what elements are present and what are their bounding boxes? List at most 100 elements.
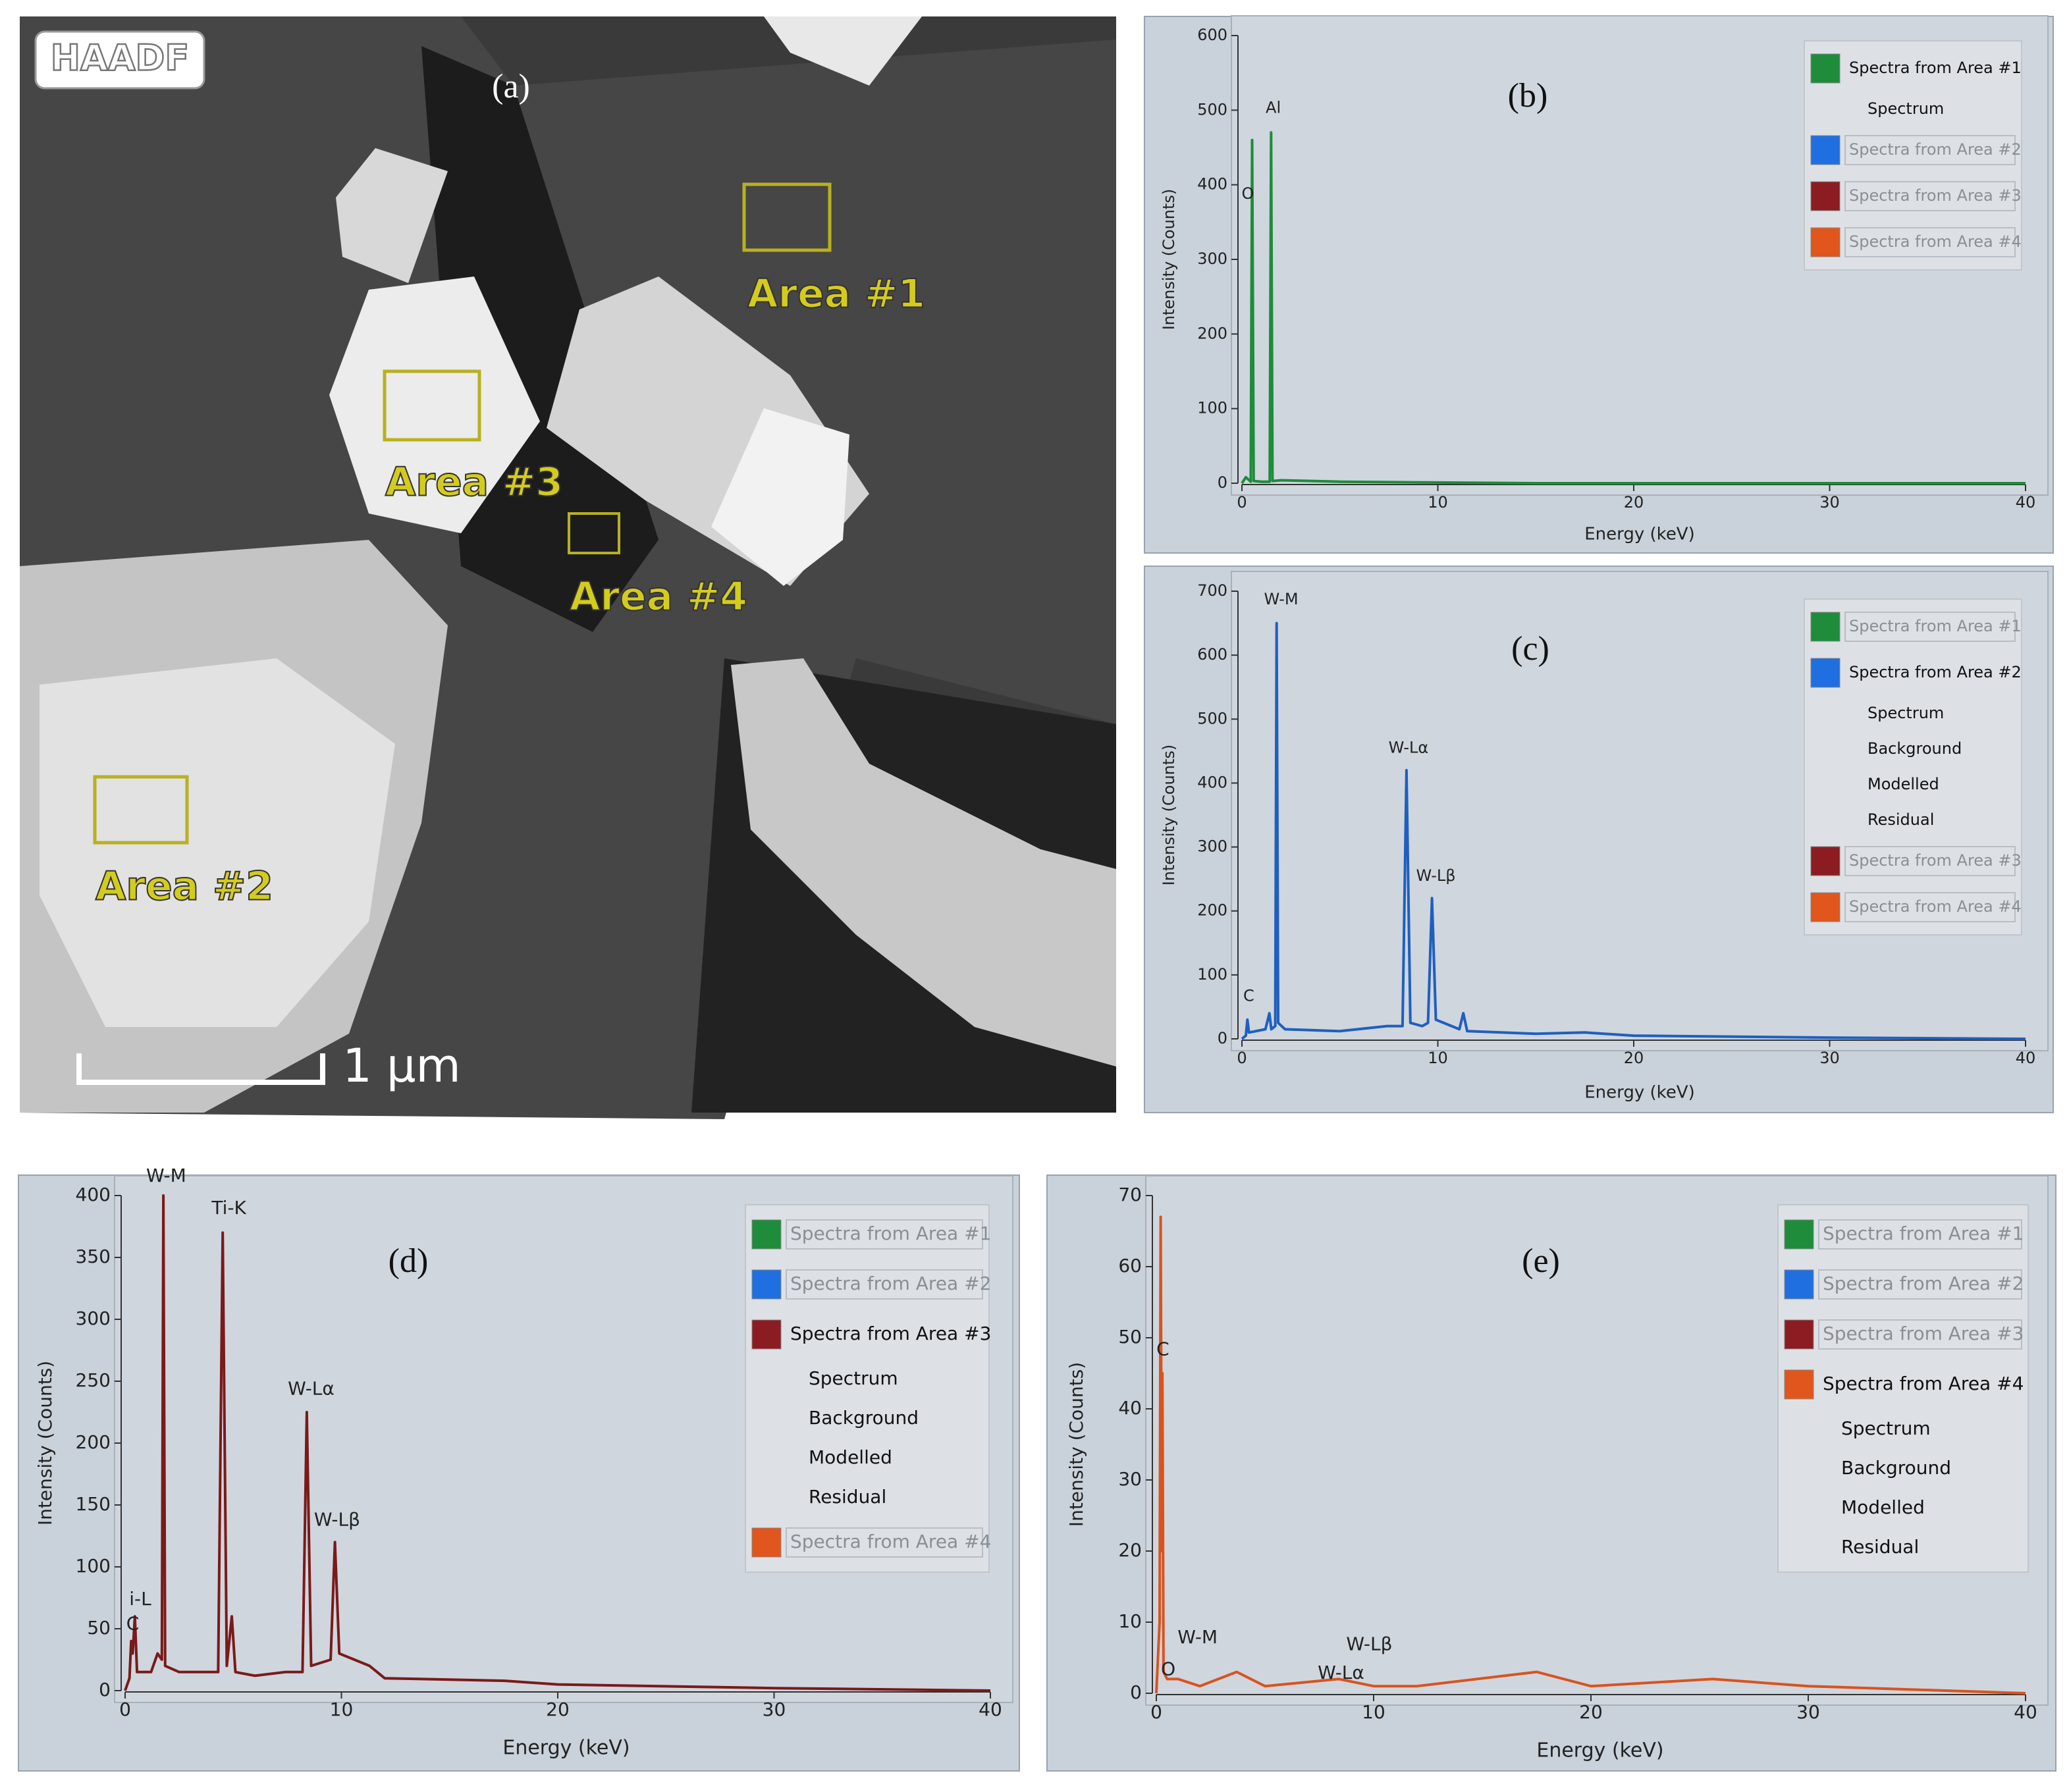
- y-tick-label: 0: [99, 1679, 111, 1700]
- panel-label: (e): [1522, 1242, 1560, 1280]
- y-tick-label: 150: [76, 1493, 111, 1515]
- legend-item-frame: [1818, 1319, 2022, 1350]
- peak-label: W-Lβ: [314, 1509, 360, 1531]
- peak-label: C: [1243, 986, 1254, 1005]
- y-tick-label: 600: [1197, 645, 1227, 664]
- area-label: Area #3: [385, 460, 563, 506]
- legend-sub-label: Modelled: [1841, 1496, 1925, 1518]
- x-tick-label: 40: [2016, 1049, 2036, 1067]
- y-tick-label: 400: [76, 1184, 111, 1205]
- legend-item-frame: [786, 1527, 983, 1558]
- y-tick-label: 700: [1197, 581, 1227, 600]
- y-tick-label: 300: [1197, 837, 1227, 856]
- legend-sub-label: Residual: [1867, 810, 1934, 829]
- peak-label: W-Lβ: [1346, 1633, 1392, 1655]
- y-tick-label: 400: [1197, 175, 1227, 194]
- legend-swatch: [751, 1219, 782, 1250]
- legend-swatch: [751, 1269, 782, 1300]
- y-tick-label: 0: [1130, 1681, 1142, 1703]
- legend-label: Spectra from Area #3: [1823, 1323, 2024, 1344]
- y-axis-label: Intensity (Counts): [1065, 1362, 1087, 1527]
- peak-label: W-Lα: [1318, 1662, 1364, 1683]
- legend-swatch: [1810, 227, 1841, 257]
- x-tick-label: 30: [1819, 493, 1840, 512]
- legend-label: Spectra from Area #1: [1823, 1223, 2024, 1244]
- panel-label: (d): [389, 1242, 429, 1280]
- y-tick-label: 100: [1197, 965, 1227, 984]
- x-tick-label: 0: [1237, 493, 1247, 512]
- y-tick-label: 50: [1118, 1326, 1142, 1348]
- y-tick-label: 250: [76, 1369, 111, 1391]
- x-tick-label: 40: [2014, 1701, 2037, 1723]
- y-tick-label: 60: [1118, 1255, 1142, 1277]
- legend-item-frame: [786, 1219, 983, 1250]
- x-tick-label: 10: [330, 1699, 354, 1720]
- legend-label: Spectra from Area #4: [790, 1531, 991, 1552]
- detector-badge: [34, 30, 205, 90]
- peak-label: C: [126, 1613, 140, 1635]
- haadf-image: HAADF (a) Area #1 Area #2 Area #3 Area #…: [20, 16, 1116, 1119]
- legend-box: [745, 1204, 990, 1573]
- spectrum-line: [1241, 131, 2026, 485]
- x-tick-label: 0: [1237, 1049, 1247, 1067]
- legend-label: Spectra from Area #1: [1849, 617, 2022, 635]
- x-axis-label: Energy (keV): [1536, 1739, 1663, 1762]
- panel-label: (a): [492, 68, 530, 105]
- legend-item-frame: [1844, 846, 2016, 876]
- peak-label: W-M: [146, 1165, 186, 1186]
- legend-swatch: [1810, 612, 1841, 642]
- peak-label: O: [1241, 184, 1254, 203]
- legend-sub-label: Residual: [809, 1486, 886, 1508]
- spectrum-chart: 0 50 100 150 200 250 300 350 400 0 10 20 30 40 Energy …: [18, 1165, 1020, 1772]
- legend-swatch: [1810, 846, 1841, 876]
- x-tick-label: 10: [1428, 1049, 1448, 1067]
- legend-label: Spectra from Area #2: [790, 1273, 991, 1294]
- legend-swatch: [751, 1319, 782, 1350]
- area-label: Area #1: [747, 271, 925, 317]
- legend-box: [1804, 40, 2022, 271]
- legend-label: Spectra from Area #3: [1849, 186, 2022, 205]
- legend-sub-label: Spectrum: [1841, 1417, 1931, 1439]
- x-axis-label: Energy (keV): [1584, 525, 1695, 544]
- legend-sub-label: Residual: [1841, 1536, 1919, 1558]
- legend-label: Spectra from Area #3: [790, 1323, 991, 1344]
- legend-swatch: [1784, 1269, 1814, 1300]
- panel-label: (b): [1508, 77, 1548, 115]
- area-box: [568, 512, 620, 554]
- peak-label: O: [1161, 1658, 1175, 1679]
- spectrum-chart: 0 100 200 300 400 500 600 0 10 20 30 40 Energy (keV)…: [1144, 15, 2054, 554]
- panel-label: (c): [1511, 630, 1549, 668]
- x-axis-label: Energy (keV): [1584, 1083, 1695, 1103]
- peak-label: W-Lα: [1389, 739, 1429, 757]
- y-tick-label: 20: [1118, 1539, 1142, 1561]
- legend-sub-label: Spectrum: [809, 1367, 898, 1389]
- legend-label: Spectra from Area #2: [1849, 663, 2022, 681]
- x-axis-label: Energy (keV): [502, 1737, 630, 1760]
- y-tick-label: 100: [1197, 399, 1227, 417]
- y-tick-label: 400: [1197, 773, 1227, 791]
- legend-sub-label: Spectrum: [1867, 704, 1944, 722]
- y-tick-label: 100: [76, 1555, 111, 1577]
- x-tick-label: 30: [1819, 1049, 1840, 1067]
- y-tick-label: 0: [1218, 473, 1227, 492]
- scale-bar: [76, 1053, 325, 1085]
- y-tick-label: 600: [1197, 26, 1227, 44]
- y-axis-label: Intensity (Counts): [34, 1361, 56, 1525]
- legend-swatch: [1810, 181, 1841, 211]
- legend-swatch: [1784, 1219, 1814, 1250]
- area-box: [742, 182, 832, 252]
- x-tick-label: 20: [1624, 493, 1644, 512]
- y-tick-label: 50: [87, 1617, 111, 1639]
- x-tick-label: 10: [1362, 1701, 1385, 1723]
- x-tick-label: 10: [1428, 493, 1448, 512]
- peak-label: W-Lβ: [1416, 866, 1455, 885]
- y-axis-label: Intensity (Counts): [1160, 189, 1178, 330]
- y-tick-label: 40: [1118, 1397, 1142, 1419]
- y-axis-label: Intensity (Counts): [1160, 745, 1178, 886]
- grain: [329, 277, 540, 533]
- legend-sub-label: Background: [1841, 1457, 1951, 1479]
- y-tick-label: 30: [1118, 1468, 1142, 1490]
- spectrum-chart: 0 100 200 300 400 500 600 700 0 10 20 30 40 Energy (k…: [1144, 566, 2054, 1113]
- legend-label: Spectra from Area #4: [1849, 897, 2022, 916]
